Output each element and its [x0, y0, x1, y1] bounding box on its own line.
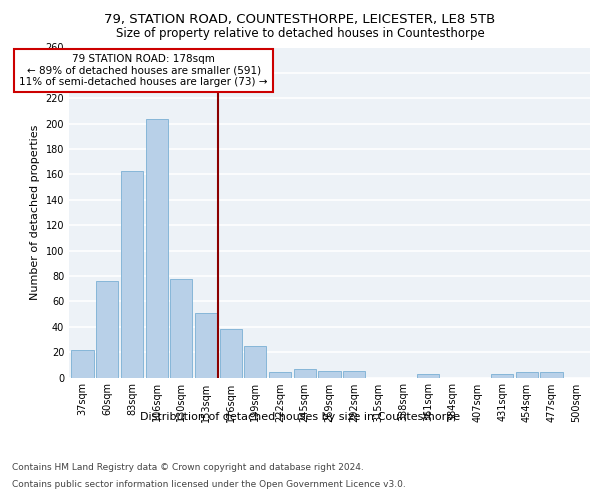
- Bar: [121, 170, 143, 378]
- Text: Contains HM Land Registry data © Crown copyright and database right 2024.: Contains HM Land Registry data © Crown c…: [12, 464, 364, 472]
- Bar: [491, 374, 513, 378]
- Bar: [516, 372, 538, 378]
- Bar: [293, 368, 316, 378]
- Text: Size of property relative to detached houses in Countesthorpe: Size of property relative to detached ho…: [116, 28, 484, 40]
- Bar: [318, 371, 341, 378]
- Bar: [146, 118, 168, 378]
- Bar: [170, 278, 193, 378]
- Bar: [195, 313, 217, 378]
- Bar: [96, 281, 118, 378]
- Bar: [244, 346, 266, 378]
- Bar: [220, 330, 242, 378]
- Bar: [269, 372, 291, 378]
- Text: 79, STATION ROAD, COUNTESTHORPE, LEICESTER, LE8 5TB: 79, STATION ROAD, COUNTESTHORPE, LEICEST…: [104, 12, 496, 26]
- Text: Distribution of detached houses by size in Countesthorpe: Distribution of detached houses by size …: [140, 412, 460, 422]
- Bar: [343, 371, 365, 378]
- Text: 79 STATION ROAD: 178sqm
← 89% of detached houses are smaller (591)
11% of semi-d: 79 STATION ROAD: 178sqm ← 89% of detache…: [19, 54, 268, 87]
- Bar: [71, 350, 94, 378]
- Y-axis label: Number of detached properties: Number of detached properties: [30, 125, 40, 300]
- Bar: [417, 374, 439, 378]
- Bar: [541, 372, 563, 378]
- Text: Contains public sector information licensed under the Open Government Licence v3: Contains public sector information licen…: [12, 480, 406, 489]
